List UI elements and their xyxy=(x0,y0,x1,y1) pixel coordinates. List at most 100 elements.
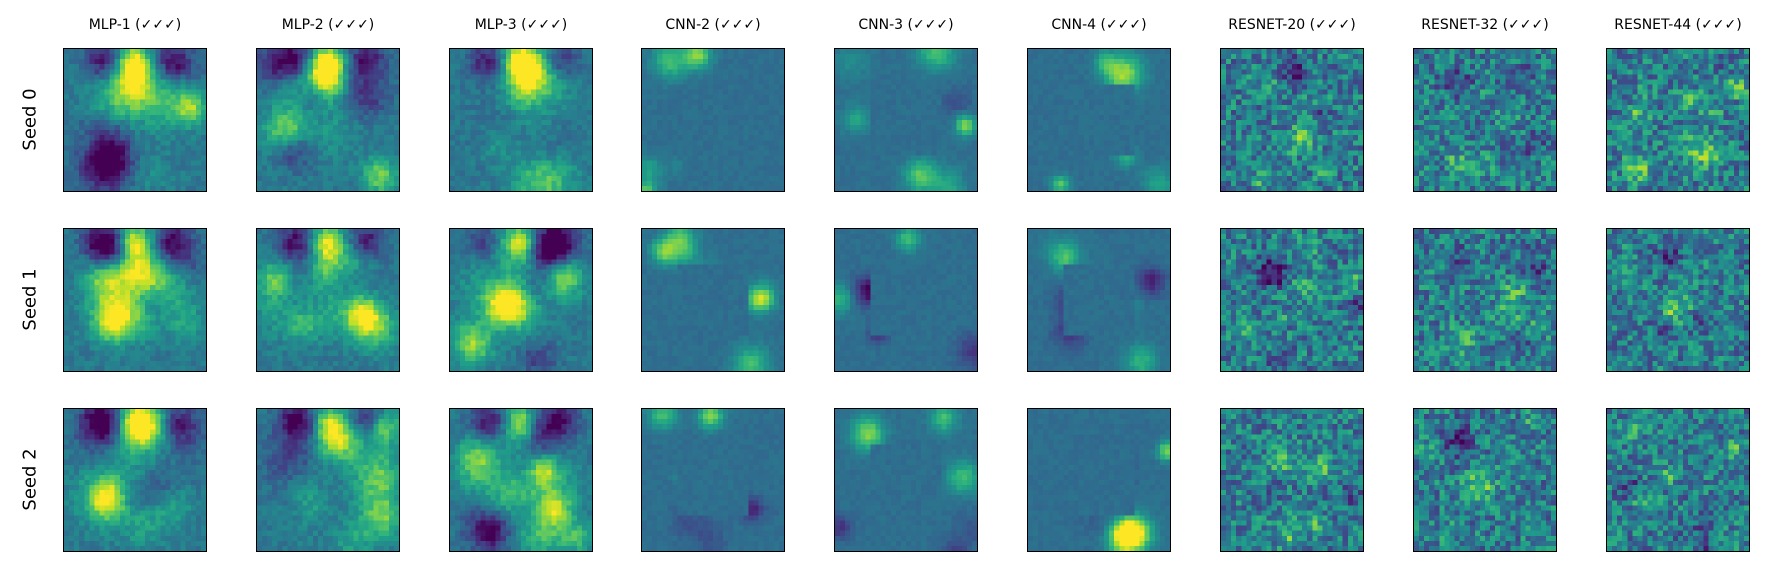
heatmap-cell xyxy=(870,170,876,177)
heatmap-cell xyxy=(546,160,552,166)
heatmap-cell xyxy=(368,185,374,191)
heatmap-cell xyxy=(1297,49,1303,55)
heatmap-cell xyxy=(262,99,268,106)
heatmap-cell xyxy=(536,180,542,187)
heatmap-cell xyxy=(713,155,719,161)
heatmap-cell xyxy=(931,109,937,116)
heatmap-cell xyxy=(1281,69,1288,75)
heatmap-cell xyxy=(1164,160,1170,166)
heatmap-cell xyxy=(1154,180,1161,187)
heatmap-cell xyxy=(926,49,932,55)
heatmap-cell xyxy=(338,160,344,166)
heatmap-cell xyxy=(277,84,283,90)
heatmap-cell xyxy=(880,185,887,191)
heatmap-cell xyxy=(966,104,973,111)
heatmap-cell xyxy=(272,94,278,101)
heatmap-cell xyxy=(875,185,881,191)
heatmap-cell xyxy=(450,74,456,80)
heatmap-cell xyxy=(312,54,319,60)
heatmap-cell xyxy=(79,49,85,55)
heatmap-cell xyxy=(328,64,334,70)
heatmap-cell xyxy=(677,135,683,141)
heatmap-cell xyxy=(460,165,466,172)
heatmap-cell xyxy=(966,79,973,85)
heatmap-cell xyxy=(165,89,171,95)
heatmap-cell xyxy=(692,145,699,151)
heatmap-cell xyxy=(1104,69,1110,75)
heatmap-cell xyxy=(94,74,100,80)
heatmap-cell xyxy=(1078,79,1085,85)
heatmap-cell xyxy=(743,49,749,55)
heatmap-cell xyxy=(135,120,141,126)
heatmap-cell xyxy=(951,150,958,156)
heatmap-cell xyxy=(682,125,688,131)
heatmap-cell xyxy=(536,114,542,121)
heatmap-cell xyxy=(723,165,729,172)
heatmap-cell xyxy=(1164,150,1170,156)
heatmap-cell xyxy=(1038,64,1044,70)
heatmap-cell xyxy=(460,59,466,65)
heatmap-cell xyxy=(373,160,380,166)
heatmap-cell xyxy=(99,69,105,75)
heatmap-cell xyxy=(1073,109,1080,116)
heatmap-cell xyxy=(916,120,922,126)
heatmap-cell xyxy=(536,145,542,151)
heatmap-cell xyxy=(257,155,263,161)
heatmap-cell xyxy=(490,120,496,126)
heatmap-cell xyxy=(1109,94,1115,101)
heatmap-cell xyxy=(1104,59,1110,65)
heatmap-cell xyxy=(561,104,567,111)
heatmap-cell xyxy=(515,155,522,161)
heatmap-cell xyxy=(114,84,121,90)
heatmap-cell xyxy=(885,155,892,161)
heatmap-cell xyxy=(682,120,688,126)
heatmap-cell xyxy=(358,175,364,182)
heatmap-cell xyxy=(317,135,324,141)
heatmap-cell xyxy=(1048,150,1054,156)
heatmap-cell xyxy=(353,49,359,55)
heatmap-cell xyxy=(748,109,754,116)
heatmap-cell xyxy=(1226,69,1232,75)
heatmap-cell xyxy=(312,99,319,106)
heatmap-cell xyxy=(556,160,562,166)
heatmap-cell xyxy=(348,185,354,191)
heatmap-cell xyxy=(383,104,390,111)
heatmap-cell xyxy=(1073,135,1080,141)
heatmap-cell xyxy=(860,114,866,121)
heatmap-cell xyxy=(460,120,466,126)
heatmap-cell xyxy=(1033,114,1039,121)
heatmap-cell xyxy=(1129,175,1135,182)
heatmap-cell xyxy=(135,150,141,156)
heatmap-cell xyxy=(480,49,486,55)
heatmap-cell xyxy=(687,59,694,65)
heatmap-cell xyxy=(865,114,871,121)
heatmap-cell xyxy=(667,175,673,182)
heatmap-cell xyxy=(718,69,724,75)
heatmap-cell xyxy=(667,180,673,187)
heatmap-cell xyxy=(895,64,902,70)
heatmap-cell xyxy=(763,185,770,191)
heatmap-cell xyxy=(521,49,527,55)
heatmap-cell xyxy=(79,170,85,177)
heatmap-cell xyxy=(500,135,507,141)
heatmap-cell xyxy=(470,84,476,90)
heatmap-cell xyxy=(1063,49,1069,55)
heatmap-cell xyxy=(835,145,841,151)
heatmap-cell xyxy=(556,185,562,191)
heatmap-cell xyxy=(99,150,105,156)
heatmap-cell xyxy=(642,89,648,95)
heatmap-cell xyxy=(1028,160,1034,166)
heatmap-cell xyxy=(581,89,588,95)
heatmap-cell xyxy=(951,94,958,101)
heatmap-cell xyxy=(738,175,744,182)
heatmap-cell xyxy=(358,120,364,126)
heatmap-cell xyxy=(485,79,491,85)
heatmap-cell xyxy=(297,185,303,191)
heatmap-cell xyxy=(753,120,759,126)
heatmap-cell xyxy=(322,130,329,136)
heatmap-cell xyxy=(906,94,912,101)
heatmap-cell xyxy=(1109,140,1115,146)
heatmap-cell xyxy=(561,150,567,156)
heatmap-cell xyxy=(687,109,694,116)
heatmap-cell xyxy=(490,140,496,146)
